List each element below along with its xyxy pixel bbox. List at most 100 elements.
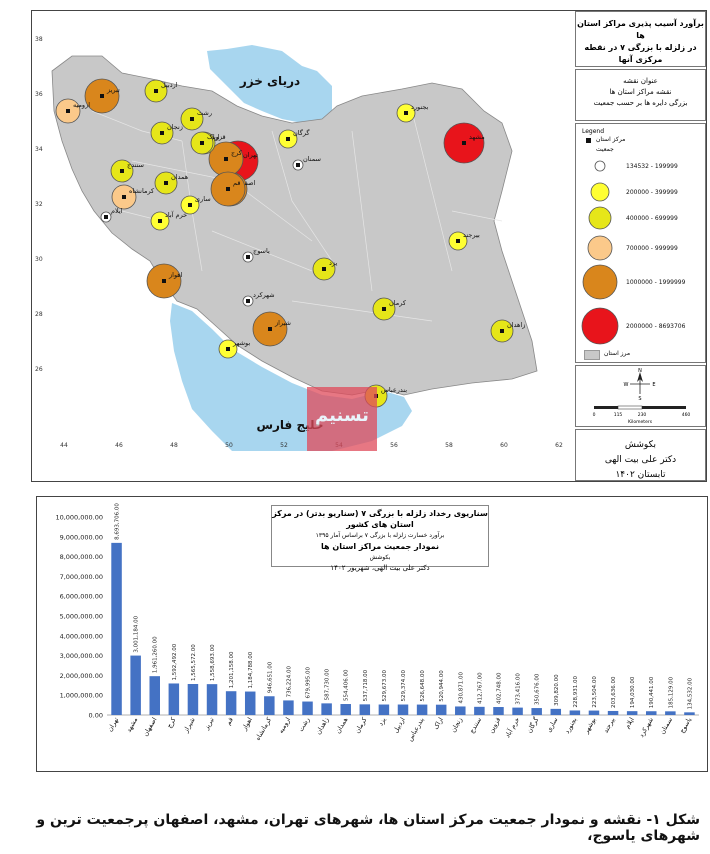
x-tick-label: کرمانشاه [254,715,274,742]
svg-text:115: 115 [614,412,623,418]
x-tick-label: اراک [432,716,445,731]
bar [225,691,237,715]
x-tick-label: مشهد [125,716,140,734]
y-tick-label: 0.00 [89,712,103,720]
city-marker: کرمانشاه [111,184,155,210]
city-marker: زاهدان [490,319,525,343]
map-title-2: در زلزله با بزرگی ۷ در نقطه مرکزی آنها [584,43,697,64]
x-tick-label: سنندج [468,716,483,735]
x-tick-label: شیراز [181,716,196,735]
city-marker: زنجان [150,121,183,145]
map-x-tick: 58 [445,442,453,449]
svg-text:W: W [624,382,629,388]
city-label: اراک [207,133,220,141]
population-bar-chart: 0.00 1,000,000.00 2,000,000.00 3,000,000.00… [55,503,699,743]
city-marker: یاسوج [242,247,270,263]
bar [531,708,542,715]
bar-value-label: 228,931.00 [573,675,579,707]
map-x-tick: 46 [115,442,123,449]
bar [302,701,313,715]
gulf-label: خلیج فارس [256,418,323,432]
city-marker: سنندج [110,159,144,183]
city-marker: بیرجند [448,231,480,251]
legend-province-label: مرز استان [604,350,631,357]
x-tick-label: یاسوج [678,716,693,735]
city-label: یاسوج [253,247,270,255]
province-swatch-icon [584,350,600,360]
city-label: زنجان [167,123,183,131]
svg-text:N: N [638,368,642,374]
caspian-label: دریای خزر [239,74,300,88]
bar-value-label: 1,201,158.00 [229,651,235,688]
bar [588,710,600,715]
legend-label: 134532 - 199999 [626,163,678,170]
north-arrow-icon [630,372,650,394]
bar-value-label: 1,592,492.00 [172,643,178,680]
bar-value-label: 309,820.00 [554,674,560,706]
x-tick-label: همدان [334,716,350,735]
x-tick-label: بیرجند [601,716,616,735]
city-marker: بوشهر [218,339,250,359]
credit-3: تابستان ۱۴۰۲ [615,470,666,480]
x-tick-label: ساری [545,716,560,734]
bar-value-label: 134,532.00 [687,677,693,709]
map-info-box: عنوان نقشه نقشه مراکز استان ها بزرگی دای… [575,69,706,121]
watermark-logo: تسنیم [307,387,377,451]
map-y-tick: 36 [35,91,43,98]
city-marker: ایلام [100,207,123,223]
bar [187,684,199,715]
bar-value-label: 526,648.00 [420,670,426,702]
bar-value-label: 190,441.00 [649,676,655,708]
map-x-tick: 56 [390,442,398,449]
bar-value-label: 1,184,788.00 [248,651,254,688]
x-tick-label: تبریز [202,716,216,732]
city-label: اهواز [168,271,183,279]
x-tick-label: اردبیل [392,716,407,734]
svg-text:230: 230 [638,412,647,418]
bar [111,542,122,715]
city-label: قزوین [209,133,226,141]
bar [206,684,218,715]
x-tick-label: بوشهر [582,716,598,736]
legend-label: 2000000 - 8693706 [626,323,686,330]
bar-value-label: 587,730.00 [325,668,331,700]
legend-item: 134532 - 199999 [594,160,678,172]
y-tick-label: 1,000,000.00 [60,692,103,700]
bar [397,704,409,715]
x-tick-label: ارومیه [277,716,293,735]
bar [626,711,638,715]
map-x-tick: 60 [500,442,508,449]
city-label: کرمان [389,299,407,307]
bar [244,691,256,715]
city-marker: خرم آباد [150,210,187,231]
x-tick-label: رشت [297,716,311,733]
bar-value-label: 529,374.00 [401,670,407,702]
city-label: بیرجند [463,231,480,239]
bar [283,700,294,715]
y-tick-label: 3,000,000.00 [60,652,103,660]
svg-text:تسنیم: تسنیم [315,405,369,426]
legend-label: 400000 - 699999 [626,215,678,222]
chart-author: دکتر علی بیت الهی، شهریور ۱۴۰۲ [330,564,430,572]
legend-label: 200000 - 399999 [626,189,678,196]
bar [378,704,390,715]
x-tick-label: اصفهان [141,716,158,738]
chart-heading: نمودار جمعیت مراکز استان ها [321,542,439,551]
legend-item: 2000000 - 8693706 [581,307,686,345]
bar-value-label: 223,504.00 [592,676,598,708]
bar [665,711,676,715]
bar [340,704,351,715]
bar [359,704,371,715]
x-tick-label: شهرکرد [637,716,655,739]
bar-value-label: 1,565,572.00 [191,644,197,681]
city-label: کرمانشاه [129,187,155,195]
bar-value-label: 412,767.00 [477,672,483,704]
x-tick-label: اهواز [240,716,254,733]
scale-box: N W E S 0 115 230 460 Kilometers [575,365,706,427]
city-marker: کرمان [372,297,407,321]
y-tick-label: 8,000,000.00 [60,553,103,561]
y-tick-label: 9,000,000.00 [60,533,103,541]
city-label: گرگان [293,129,310,137]
svg-text:460: 460 [682,412,691,418]
bar-value-label: 554,406.00 [344,669,350,701]
